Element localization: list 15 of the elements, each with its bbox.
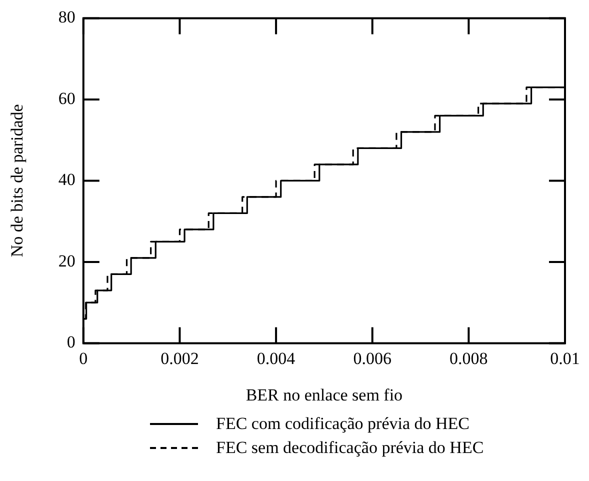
x-axis-title: BER no enlace sem fio	[246, 385, 403, 404]
x-tick-label: 0.002	[160, 348, 199, 368]
x-tick-label: 0.004	[256, 348, 296, 368]
legend-label: FEC com codificação prévia do HEC	[216, 414, 470, 434]
y-axis-title: No de bits de paridade	[8, 104, 27, 258]
x-tick-label: 0	[79, 348, 88, 368]
y-tick-label: 40	[58, 170, 76, 190]
x-tick-label: 0.006	[353, 348, 392, 368]
x-tick-label: 0.01	[550, 348, 580, 368]
legend-label: FEC sem decodificação prévia do HEC	[216, 438, 484, 458]
y-tick-label: 0	[66, 332, 76, 352]
y-tick-label: 60	[58, 88, 76, 108]
y-tick-label: 20	[58, 251, 76, 270]
x-tick-label: 0.008	[450, 348, 488, 368]
y-tick-label: 80	[58, 8, 76, 27]
